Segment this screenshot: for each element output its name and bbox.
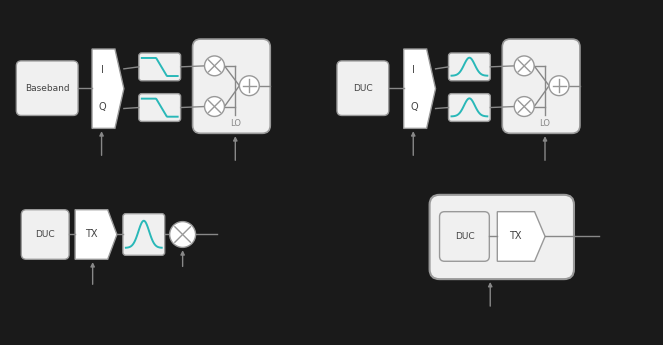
- Polygon shape: [92, 49, 124, 128]
- FancyBboxPatch shape: [337, 61, 389, 116]
- FancyBboxPatch shape: [139, 93, 180, 121]
- FancyBboxPatch shape: [192, 39, 271, 133]
- Text: I: I: [412, 66, 415, 76]
- Text: Q: Q: [98, 102, 106, 112]
- FancyBboxPatch shape: [440, 212, 489, 261]
- Text: I: I: [101, 66, 103, 76]
- Polygon shape: [404, 49, 436, 128]
- Text: Q: Q: [410, 102, 418, 112]
- Text: TX: TX: [509, 231, 522, 241]
- Text: TX: TX: [85, 229, 97, 239]
- FancyBboxPatch shape: [123, 214, 164, 255]
- FancyBboxPatch shape: [448, 93, 491, 121]
- FancyBboxPatch shape: [21, 210, 69, 259]
- Text: DUC: DUC: [455, 232, 474, 241]
- FancyBboxPatch shape: [17, 61, 78, 116]
- FancyBboxPatch shape: [503, 39, 580, 133]
- Circle shape: [204, 56, 225, 76]
- FancyBboxPatch shape: [139, 53, 180, 81]
- Circle shape: [204, 97, 225, 117]
- Polygon shape: [75, 210, 117, 259]
- FancyBboxPatch shape: [430, 195, 574, 279]
- Circle shape: [549, 76, 569, 96]
- Text: LO: LO: [230, 119, 241, 128]
- Text: LO: LO: [540, 119, 550, 128]
- Polygon shape: [497, 212, 545, 261]
- Text: DUC: DUC: [35, 230, 55, 239]
- Circle shape: [170, 221, 196, 247]
- Text: Baseband: Baseband: [25, 84, 70, 93]
- FancyBboxPatch shape: [448, 53, 491, 81]
- Circle shape: [514, 56, 534, 76]
- Circle shape: [514, 97, 534, 117]
- Text: DUC: DUC: [353, 84, 373, 93]
- Circle shape: [239, 76, 259, 96]
